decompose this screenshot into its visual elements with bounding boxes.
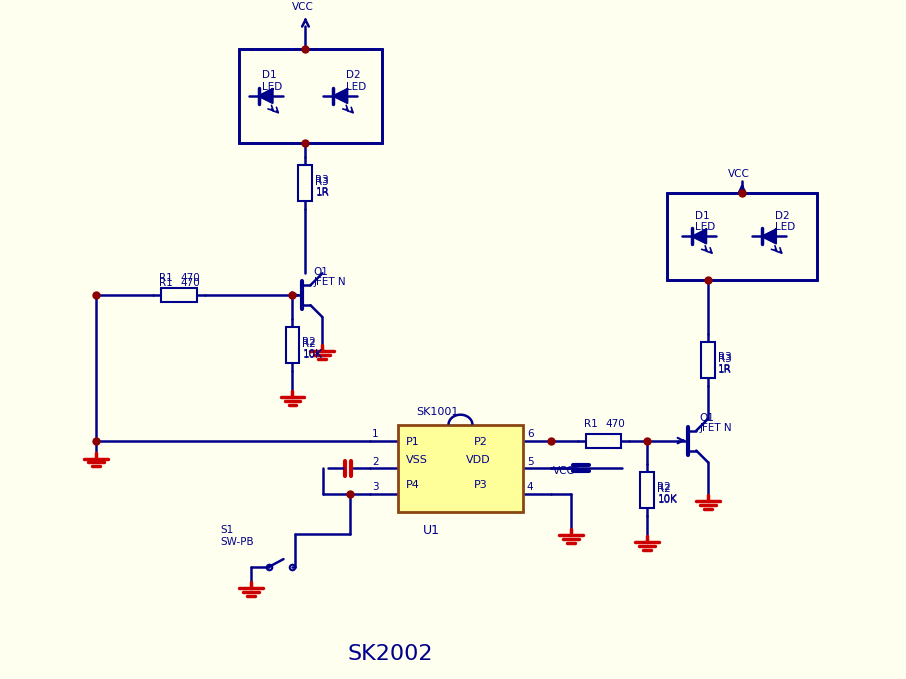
Text: VSS: VSS [406,454,428,464]
Text: SW-PB: SW-PB [221,537,255,547]
Text: D2: D2 [346,70,361,80]
Bar [668,193,817,280]
Text: SK2002: SK2002 [347,644,433,664]
Bar [701,342,715,378]
Text: VCC: VCC [292,3,313,12]
Text: 10K: 10K [658,496,678,505]
Bar [641,473,654,509]
Text: 5: 5 [526,456,534,466]
Text: 470: 470 [181,273,200,283]
Text: P2: P2 [474,437,487,447]
Text: D1: D1 [262,70,276,80]
Text: D2: D2 [775,210,790,221]
Text: P1: P1 [406,437,419,447]
Text: 470: 470 [605,419,625,428]
Text: R3: R3 [315,175,329,185]
Text: 1R: 1R [718,364,732,374]
Text: R1: R1 [159,278,173,289]
Text: R2: R2 [658,482,671,492]
Bar [238,49,382,143]
Text: 6: 6 [526,428,534,439]
Text: R1: R1 [583,419,597,428]
Text: 3: 3 [372,482,379,492]
Text: LED: LED [695,223,716,232]
Text: 2: 2 [372,456,379,466]
Text: 1R: 1R [315,187,329,197]
Text: 470: 470 [181,278,200,289]
Text: 1R: 1R [718,365,732,375]
Text: VCC: VCC [728,168,750,179]
Text: D1: D1 [695,210,710,221]
Text: Q1: Q1 [699,413,714,423]
Text: 10K: 10K [303,349,323,359]
Text: U1: U1 [423,524,440,537]
Polygon shape [258,89,273,103]
Text: LED: LED [775,223,795,232]
Bar [398,424,523,512]
Bar [298,165,313,200]
Bar [285,327,300,363]
Text: P4: P4 [406,481,420,490]
Text: R2: R2 [303,339,316,349]
Polygon shape [692,230,706,243]
Text: R2: R2 [303,337,316,347]
Text: S1: S1 [221,526,234,535]
Text: R3: R3 [718,354,732,364]
Bar [161,288,197,302]
Text: Q1: Q1 [313,268,328,277]
Text: R1: R1 [159,273,173,283]
Text: VDD: VDD [466,454,490,464]
Text: 1: 1 [372,428,379,439]
Text: JFET N: JFET N [313,277,346,287]
Text: VCC: VCC [553,466,574,477]
Text: 10K: 10K [658,494,678,504]
Text: 4: 4 [526,482,534,492]
Text: P3: P3 [474,481,487,490]
Text: 10K: 10K [303,350,323,360]
Text: SK1001: SK1001 [416,407,458,417]
Text: LED: LED [346,82,367,92]
Text: R3: R3 [315,177,329,187]
Polygon shape [762,230,776,243]
Polygon shape [333,89,347,103]
Text: R3: R3 [718,352,732,362]
Text: JFET N: JFET N [699,422,732,433]
Text: R2: R2 [658,484,671,494]
Text: LED: LED [262,82,282,92]
Bar [585,434,622,447]
Text: 1R: 1R [315,187,329,198]
